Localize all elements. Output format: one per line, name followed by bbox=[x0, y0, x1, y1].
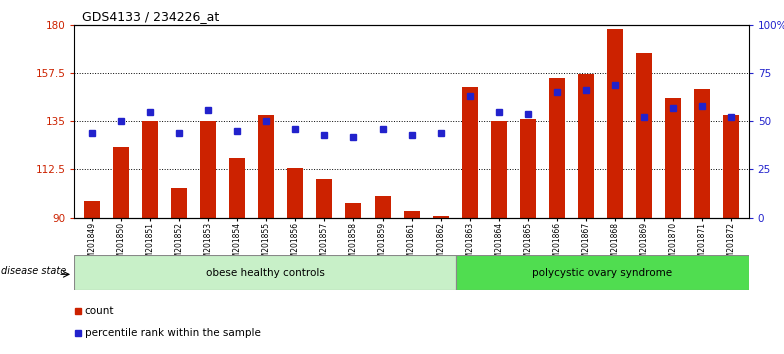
Text: disease state: disease state bbox=[2, 266, 67, 276]
Bar bbox=[694, 89, 710, 218]
Text: polycystic ovary syndrome: polycystic ovary syndrome bbox=[532, 268, 672, 278]
Bar bbox=[74, 255, 456, 290]
Bar bbox=[142, 121, 158, 218]
Bar bbox=[375, 196, 390, 218]
Bar bbox=[636, 53, 652, 218]
Bar bbox=[607, 29, 623, 218]
Text: count: count bbox=[85, 306, 114, 316]
Text: GDS4133 / 234226_at: GDS4133 / 234226_at bbox=[82, 10, 220, 23]
Bar bbox=[549, 78, 565, 218]
Bar bbox=[520, 119, 535, 218]
Text: obese healthy controls: obese healthy controls bbox=[205, 268, 325, 278]
Bar bbox=[491, 121, 506, 218]
Bar bbox=[462, 87, 477, 218]
Bar bbox=[258, 115, 274, 218]
Bar bbox=[346, 203, 361, 218]
Bar bbox=[288, 169, 303, 218]
Bar bbox=[433, 216, 448, 218]
Bar bbox=[171, 188, 187, 218]
Bar bbox=[404, 211, 419, 218]
Bar bbox=[84, 201, 100, 218]
Bar bbox=[317, 179, 332, 218]
Bar bbox=[200, 121, 216, 218]
Bar bbox=[578, 74, 594, 218]
Bar bbox=[456, 255, 749, 290]
Bar bbox=[665, 98, 681, 218]
Bar bbox=[229, 158, 245, 218]
Bar bbox=[113, 147, 129, 218]
Bar bbox=[724, 115, 739, 218]
Text: percentile rank within the sample: percentile rank within the sample bbox=[85, 328, 260, 338]
